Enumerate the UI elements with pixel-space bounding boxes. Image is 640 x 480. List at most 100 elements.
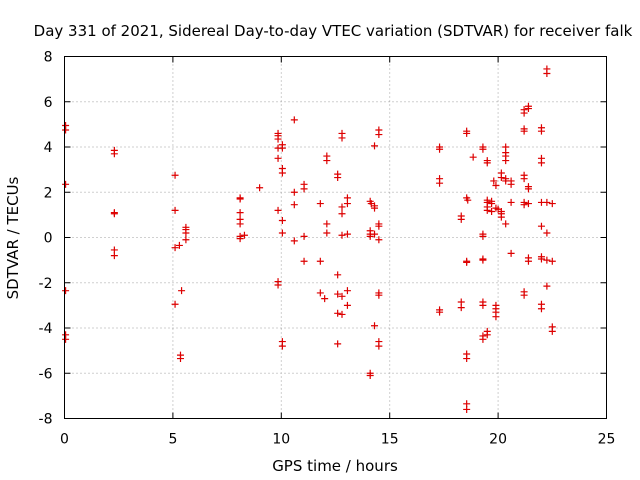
- data-point: [236, 235, 244, 243]
- data-point: [548, 257, 556, 265]
- data-point: [537, 305, 545, 313]
- data-point: [497, 213, 505, 221]
- data-point: [436, 145, 444, 153]
- x-tick-label: 25: [598, 432, 616, 448]
- data-point: [520, 109, 528, 117]
- data-point: [479, 335, 487, 343]
- data-point: [171, 300, 179, 308]
- data-point: [256, 184, 264, 192]
- data-point: [537, 127, 545, 135]
- data-point: [520, 291, 528, 299]
- data-point: [338, 292, 346, 300]
- y-tick-label: -2: [39, 276, 53, 292]
- data-point: [338, 134, 346, 142]
- data-point: [488, 200, 496, 208]
- data-point: [334, 271, 342, 279]
- data-point: [490, 177, 498, 185]
- data-point: [171, 244, 179, 252]
- data-point: [375, 236, 383, 244]
- data-point: [290, 188, 298, 196]
- data-point: [507, 198, 515, 206]
- data-point: [548, 200, 556, 208]
- data-point: [171, 171, 179, 179]
- data-point: [323, 157, 331, 165]
- data-point: [492, 181, 500, 189]
- data-point: [457, 215, 465, 223]
- x-tick-label: 10: [272, 432, 290, 448]
- data-point: [507, 180, 515, 188]
- data-point: [338, 210, 346, 218]
- data-point: [316, 257, 324, 265]
- data-point: [316, 200, 324, 208]
- x-tick-label: 15: [381, 432, 399, 448]
- data-point: [62, 335, 70, 343]
- data-point: [469, 153, 477, 161]
- data-point: [492, 313, 500, 321]
- data-point: [524, 200, 532, 208]
- data-point: [537, 255, 545, 263]
- y-tick-label: 6: [44, 95, 53, 111]
- data-point: [171, 206, 179, 214]
- chart-title: Day 331 of 2021, Sidereal Day-to-day VTE…: [34, 22, 633, 40]
- data-point: [497, 174, 505, 182]
- data-point: [520, 127, 528, 135]
- data-point: [375, 291, 383, 299]
- data-point: [110, 210, 118, 218]
- data-point: [371, 322, 379, 330]
- data-point: [436, 179, 444, 187]
- data-point: [300, 257, 308, 265]
- data-point: [375, 222, 383, 230]
- data-point: [175, 241, 183, 249]
- data-point: [316, 289, 324, 297]
- data-point: [278, 342, 286, 350]
- data-point: [366, 232, 374, 240]
- data-point: [543, 69, 551, 77]
- data-point: [479, 232, 487, 240]
- data-point: [463, 405, 471, 413]
- data-point: [334, 290, 342, 298]
- data-point: [375, 131, 383, 139]
- data-point: [502, 157, 510, 165]
- data-point: [479, 256, 487, 264]
- data-point: [321, 295, 329, 303]
- data-point: [520, 175, 528, 183]
- y-axis-label: SDTVAR / TECUs: [4, 176, 22, 299]
- data-point: [278, 169, 286, 177]
- y-tick-label: 4: [44, 140, 53, 156]
- data-point: [343, 287, 351, 295]
- y-tick-label: -8: [39, 412, 53, 428]
- data-point: [110, 252, 118, 260]
- data-point: [178, 287, 186, 295]
- data-point: [464, 196, 472, 204]
- data-point: [502, 220, 510, 228]
- y-tick-label: 0: [44, 231, 53, 247]
- data-point: [182, 236, 190, 244]
- data-point: [278, 144, 286, 152]
- data-point: [483, 159, 491, 167]
- data-point: [236, 220, 244, 228]
- data-point: [300, 232, 308, 240]
- x-axis-label: GPS time / hours: [272, 457, 398, 475]
- data-point: [62, 126, 70, 134]
- data-point: [543, 256, 551, 264]
- data-point: [463, 355, 471, 363]
- data-point: [371, 230, 379, 238]
- data-point: [338, 310, 346, 318]
- data-point: [274, 154, 282, 162]
- data-point: [182, 229, 190, 237]
- x-tick-label: 5: [168, 432, 177, 448]
- data-point: [543, 282, 551, 290]
- data-point: [520, 201, 528, 209]
- data-point: [483, 331, 491, 339]
- data-point: [463, 258, 471, 266]
- y-tick-label: -6: [39, 366, 53, 382]
- data-point: [371, 142, 379, 150]
- data-point: [524, 257, 532, 265]
- data-point: [62, 180, 70, 188]
- data-point: [323, 229, 331, 237]
- data-point: [543, 198, 551, 206]
- data-point: [524, 105, 532, 113]
- data-point: [483, 206, 491, 214]
- axis-ticks: [64, 56, 607, 419]
